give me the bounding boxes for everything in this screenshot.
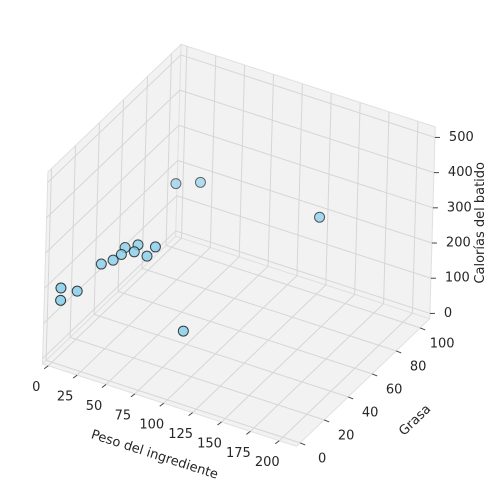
y-grid-line <box>93 313 349 398</box>
x-tick-label: 75 <box>115 408 132 423</box>
z-grid-line <box>175 230 431 314</box>
x-grid-line <box>76 247 211 376</box>
x-tick <box>101 384 107 388</box>
x-grid-line <box>278 312 413 442</box>
grid <box>42 46 436 444</box>
point <box>107 254 119 266</box>
back-pane <box>175 43 436 320</box>
point <box>71 285 83 297</box>
x-grid-line <box>296 83 303 276</box>
point <box>55 294 67 306</box>
x-tick <box>188 412 193 417</box>
z-grid-line <box>176 195 432 279</box>
point <box>55 282 67 294</box>
y-tick-label: 0 <box>318 451 326 466</box>
y-grid-line <box>117 290 373 375</box>
x-tick-label: 50 <box>86 399 103 414</box>
x-tick <box>130 393 136 398</box>
y-tick-label: 80 <box>410 359 427 374</box>
x-tick <box>72 374 78 379</box>
x-grid-line <box>180 46 188 239</box>
z-grid-line <box>178 124 434 209</box>
point <box>128 246 140 258</box>
x-tick-label: 175 <box>226 446 251 461</box>
point <box>95 258 107 270</box>
z-grid-line <box>46 89 181 219</box>
x-tick <box>274 440 280 445</box>
x-grid-line <box>134 265 269 395</box>
y-grid-line <box>141 267 397 352</box>
x-tick-label: 0 <box>32 380 40 395</box>
y-tick <box>323 419 330 423</box>
z-grid-line <box>44 160 179 289</box>
x-grid-line <box>209 55 217 248</box>
x-tick-label: 100 <box>139 418 164 433</box>
x-grid-line <box>325 93 332 285</box>
y-tick-label: 60 <box>386 382 403 397</box>
z-tick-label: 300 <box>447 200 472 215</box>
y-grid-line <box>45 359 301 444</box>
x-grid-line <box>221 293 356 423</box>
y-grid-line <box>141 76 149 269</box>
y-grid-line <box>165 53 173 246</box>
z-grid-line <box>179 89 435 174</box>
z-grid-line <box>180 54 436 138</box>
y-grid-line <box>69 145 77 338</box>
x-tick-label: 200 <box>255 455 280 470</box>
point <box>170 178 182 190</box>
y-grid-line <box>165 244 421 329</box>
point <box>194 176 206 188</box>
y-grid-line <box>117 99 125 292</box>
z-grid-line <box>45 124 180 254</box>
y-grid-line <box>93 122 101 315</box>
point <box>177 325 189 337</box>
point <box>141 250 153 262</box>
x-tick <box>159 402 165 407</box>
x-tick <box>217 421 222 426</box>
x-grid-line <box>192 284 327 413</box>
z-tick-label: 200 <box>446 236 471 251</box>
z-grid-line <box>177 160 433 244</box>
y-tick-label: 20 <box>338 428 355 443</box>
y-grid-line <box>45 168 53 361</box>
z-tick-label: 0 <box>444 306 452 321</box>
y-grid-line <box>69 336 325 421</box>
y-tick <box>395 350 402 354</box>
y-tick-label: 100 <box>430 336 455 351</box>
x-grid-line <box>354 102 361 295</box>
panes <box>41 43 436 447</box>
x-grid-line <box>250 303 384 432</box>
x-tick-label: 125 <box>168 427 193 442</box>
x-tick <box>246 430 251 435</box>
x-grid-line <box>383 111 390 304</box>
z-tick-label: 400 <box>448 165 473 180</box>
y-tick-label: 40 <box>362 405 379 420</box>
x-grid-line <box>47 237 182 367</box>
y-tick <box>371 373 378 377</box>
x-tick-label: 150 <box>197 436 222 451</box>
z-axis-label: Calorías del batido <box>473 162 488 284</box>
x-grid-line <box>238 64 246 257</box>
point <box>115 248 127 260</box>
x-grid-line <box>267 74 275 267</box>
z-tick-label: 500 <box>449 130 474 145</box>
y-tick <box>299 442 306 446</box>
z-tick-label: 100 <box>445 271 470 286</box>
point <box>149 241 161 253</box>
z-grid-line <box>47 54 182 183</box>
x-grid-line <box>163 275 298 404</box>
y-tick <box>347 396 354 400</box>
point <box>314 211 326 223</box>
x-grid-line <box>105 256 240 385</box>
x-tick-label: 25 <box>57 390 74 405</box>
x-tick <box>43 365 49 370</box>
x-grid-line <box>411 121 419 314</box>
y-axis-label: Grasa <box>396 402 434 439</box>
y-tick <box>419 327 426 331</box>
z-grid-line <box>42 230 177 359</box>
